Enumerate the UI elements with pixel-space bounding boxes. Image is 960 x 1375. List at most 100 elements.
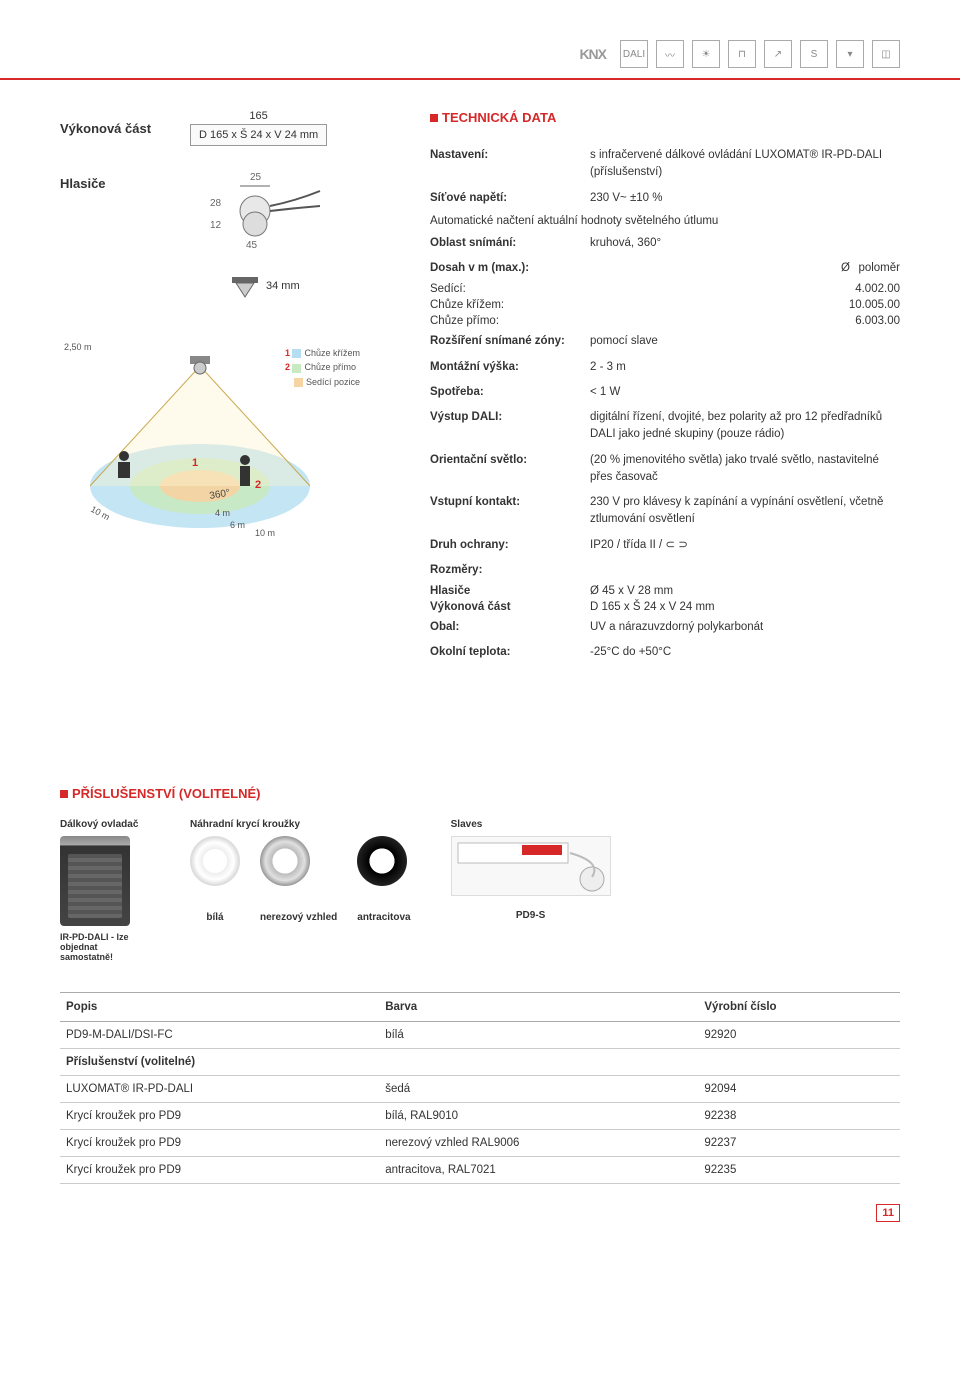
table-row: Krycí kroužek pro PD9nerezový vzhled RAL… [60,1129,900,1156]
table-cell: 92238 [698,1102,900,1129]
row2-0-lbl: Rozšíření snímané zóny: [430,333,590,350]
rozmery-lbl: Rozměry: [430,562,590,579]
table-row: LUXOMAT® IR-PD-DALIšedá92094 [60,1075,900,1102]
svg-text:2: 2 [255,479,261,491]
row-napeti-lbl: Síťové napětí: [430,190,590,207]
dosah-r2-c1: 6.00 [855,315,877,327]
dosah-r2-lbl: Chůze přímo: [430,315,590,327]
ring-white-image [190,836,240,886]
sun-icon: ☀ [692,40,720,68]
slave-image [451,836,611,896]
row2-3-val: digitální řízení, dvojité, bez polarity … [590,409,900,444]
coverage-legend: 1 Chůze křížem 2 Chůze přímo Sedící pozi… [285,346,360,389]
dim-left1: 28 [210,198,221,209]
table-cell: nerezový vzhled RAL9006 [379,1129,698,1156]
accessories-section: PŘÍSLUŠENSTVÍ (VOLITELNÉ) Dálkový ovlada… [60,786,900,1222]
dosah-r0-lbl: Sedící: [430,283,590,295]
table-row: Příslušenství (volitelné) [60,1048,900,1075]
svg-text:10 m: 10 m [255,528,275,536]
rozmery-s0-val: Ø 45 x V 28 mm [590,585,673,597]
table-cell: Krycí kroužek pro PD9 [60,1156,379,1183]
table-cell: šedá [379,1075,698,1102]
table-cell: bílá [379,1021,698,1048]
acc-remote-header: Dálkový ovladač [60,819,150,830]
row-oblast-val: kruhová, 360° [590,235,900,252]
ring-steel-image [260,836,310,886]
dosah-h2: poloměr [850,260,900,277]
svg-text:4 m: 4 m [215,508,230,518]
table-cell: Krycí kroužek pro PD9 [60,1129,379,1156]
th-vc: Výrobní číslo [698,992,900,1021]
th-barva: Barva [379,992,698,1021]
rozmery-s0-lbl: Hlasiče [430,585,590,597]
dim-icon: ◫ [872,40,900,68]
dosah-r1-c2: 5.00 [878,299,900,311]
s-icon: S [800,40,828,68]
table-cell: antracitova, RAL7021 [379,1156,698,1183]
row2-1-val: 2 - 3 m [590,359,900,376]
th-popis: Popis [60,992,379,1021]
row3-0-val: UV a nárazuvzdorný polykarbonát [590,619,900,636]
row2-5-val: 230 V pro klávesy k zapínání a vypínání … [590,494,900,529]
dosah-r0-c1: 4.00 [855,283,877,295]
knx-logo: KNX [573,46,612,62]
row2-6-val: IP20 / třída II / ⊂ ⊃ [590,537,900,554]
dosah-h1: Ø [800,260,850,277]
row-dosah-lbl: Dosah v m (max.): [430,260,590,277]
mount-diagram: 34 mm [230,266,300,306]
table-cell: Krycí kroužek pro PD9 [60,1102,379,1129]
product-table: Popis Barva Výrobní číslo PD9-M-DALI/DSI… [60,992,900,1184]
vykonova-diagram: D 165 x Š 24 x V 24 mm [190,124,327,146]
rozmery-s1-lbl: Výkonová část [430,601,590,613]
auto-note: Automatické načtení aktuální hodnoty svě… [430,211,900,231]
table-row: PD9-M-DALI/DSI-FCbílá92920 [60,1021,900,1048]
row-nastaveni-lbl: Nastavení: [430,147,590,182]
tech-title: TECHNICKÁ DATA [430,110,900,125]
dim-right: 34 mm [266,280,300,292]
table-cell: 92920 [698,1021,900,1048]
pulse-icon: ⊓ [728,40,756,68]
dim-165: 165 [190,110,327,122]
acc-rings-header: Náhradní krycí kroužky [190,819,411,830]
coverage-diagram: 2,50 m [60,336,360,536]
row2-0-val: pomocí slave [590,333,900,350]
dosah-r2-c2: 3.00 [878,315,900,327]
feature-icon-row: KNX DALI 〰 ☀ ⊓ ↗ S ▾ ◫ [60,40,900,68]
table-cell: bílá, RAL9010 [379,1102,698,1129]
table-cell: LUXOMAT® IR-PD-DALI [60,1075,379,1102]
table-cell [379,1048,698,1075]
hlasice-label: Hlasiče [60,176,170,191]
row3-1-val: -25°C do +50°C [590,644,900,661]
acc-slaves-header: Slaves [451,819,611,830]
sensor-diagram: 25 28 12 45 [210,176,330,256]
row2-4-val: (20 % jmenovitého světla) jako trvalé sv… [590,452,900,487]
acc-remote-caption: IR-PD-DALI - lze objednat samostatně! [60,932,150,962]
table-cell: 92237 [698,1129,900,1156]
acc-title: PŘÍSLUŠENSTVÍ (VOLITELNÉ) [60,786,900,801]
svg-text:6 m: 6 m [230,520,245,530]
remote-image [60,836,130,926]
ring-white-label: bílá [190,912,240,923]
row-oblast-lbl: Oblast snímání: [430,235,590,252]
ring-black-label: antracitova [357,912,410,923]
dosah-r1-lbl: Chůze křížem: [430,299,590,311]
row-nastaveni-val: s infračervené dálkové ovládání LUXOMAT®… [590,147,900,182]
dim-left2: 12 [210,220,221,231]
row-napeti-val: 230 V~ ±10 % [590,190,900,207]
dim-top: 25 [250,172,261,183]
table-cell: 92094 [698,1075,900,1102]
tray-icon: ▾ [836,40,864,68]
rozmery-s1-val: D 165 x Š 24 x V 24 mm [590,601,715,613]
row2-5-lbl: Vstupní kontakt: [430,494,590,529]
svg-text:1: 1 [192,457,198,469]
table-row: Krycí kroužek pro PD9antracitova, RAL702… [60,1156,900,1183]
dim-bottom: 45 [246,240,257,251]
arrow-icon: ↗ [764,40,792,68]
vykonova-label: Výkonová část [60,121,170,136]
row2-2-val: < 1 W [590,384,900,401]
row2-2-lbl: Spotřeba: [430,384,590,401]
row3-1-lbl: Okolní teplota: [430,644,590,661]
ring-steel-label: nerezový vzhled [260,912,337,923]
dosah-r1-c1: 10.00 [849,299,878,311]
table-cell: PD9-M-DALI/DSI-FC [60,1021,379,1048]
